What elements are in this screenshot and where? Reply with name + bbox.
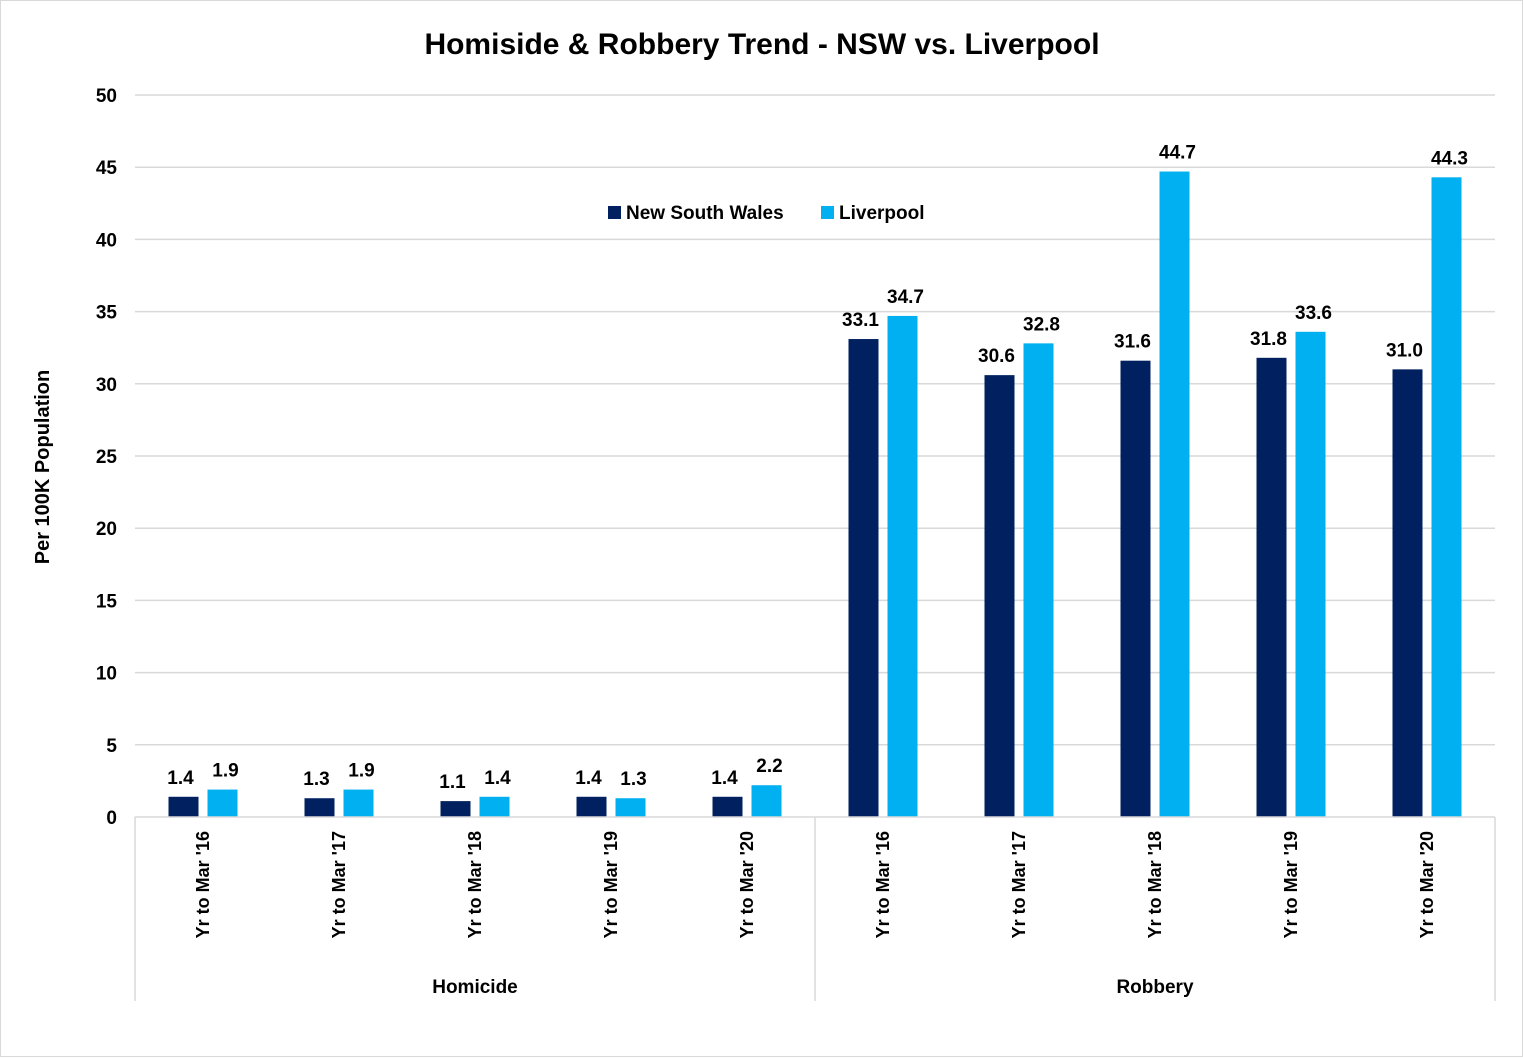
data-label: 1.4: [484, 768, 511, 789]
data-label: 1.3: [303, 769, 329, 790]
data-label: 33.1: [842, 310, 879, 331]
y-tick-label: 45: [96, 158, 118, 179]
bar-liverpool: [1159, 171, 1190, 818]
x-tick-label: Yr to Mar '19: [1281, 831, 1301, 938]
y-tick-label: 20: [96, 519, 117, 540]
bar-nsw: [712, 796, 743, 817]
bar-nsw: [304, 798, 335, 817]
y-tick-label: 50: [96, 86, 117, 107]
legend-label: Liverpool: [839, 203, 925, 224]
x-tick-label: Yr to Mar '18: [465, 831, 485, 938]
y-axis-label: Per 100K Population: [32, 370, 54, 565]
y-axis-ticks: 0 5 10 15 20 25 30 35 40 45 50: [96, 86, 118, 829]
y-tick-label: 25: [96, 447, 118, 468]
data-label: 32.8: [1023, 314, 1060, 335]
y-tick-label: 35: [96, 303, 118, 324]
data-label: 1.3: [620, 769, 646, 790]
bar-liverpool: [1295, 331, 1326, 817]
x-tick-label: Yr to Mar '17: [329, 831, 349, 938]
x-tick-label: Yr to Mar '18: [1145, 831, 1165, 938]
bars: [168, 171, 1462, 818]
bar-liverpool: [479, 796, 510, 817]
data-label: 1.1: [439, 772, 466, 793]
gridlines: [135, 94, 1495, 746]
legend-swatch: [608, 206, 621, 219]
x-tick-label: Yr to Mar '16: [193, 831, 213, 938]
group-label: Homicide: [432, 977, 518, 998]
bar-nsw: [440, 801, 471, 817]
y-tick-label: 0: [106, 808, 117, 829]
chart-title: Homiside & Robbery Trend - NSW vs. Liver…: [424, 28, 1099, 61]
bar-nsw: [1256, 357, 1287, 817]
legend: New South Wales Liverpool: [608, 203, 925, 224]
y-tick-label: 15: [96, 591, 118, 612]
data-label: 1.9: [212, 761, 238, 782]
x-axis: Yr to Mar '16 Yr to Mar '17 Yr to Mar '18 Y…: [134, 816, 1496, 1001]
bar-nsw: [1120, 360, 1151, 817]
data-label: 30.6: [978, 346, 1015, 367]
x-tick-label: Yr to Mar '20: [1417, 831, 1437, 938]
legend-label: New South Wales: [626, 203, 784, 224]
data-label: 1.4: [711, 768, 738, 789]
bar-liverpool: [343, 789, 374, 817]
bar-liverpool: [207, 789, 238, 817]
bar-nsw: [168, 796, 199, 817]
bar-liverpool: [1023, 343, 1054, 817]
group-label: Robbery: [1116, 977, 1194, 998]
data-labels: 1.4 1.9 1.3 1.9 1.1 1.4 1.4 1.3 1.4 2.2 33.1 34.7 30…: [167, 143, 1468, 794]
data-label: 44.3: [1431, 148, 1468, 169]
y-tick-label: 10: [96, 664, 117, 685]
y-tick-label: 40: [96, 230, 117, 251]
bar-liverpool: [751, 785, 782, 817]
data-label: 33.6: [1295, 303, 1332, 324]
x-tick-label: Yr to Mar '20: [737, 831, 757, 938]
x-tick-label: Yr to Mar '17: [1009, 831, 1029, 938]
data-label: 44.7: [1159, 143, 1196, 164]
y-tick-label: 5: [106, 736, 117, 757]
bar-liverpool: [887, 315, 918, 817]
y-tick-label: 30: [96, 375, 117, 396]
data-label: 34.7: [887, 287, 924, 308]
bar-liverpool: [1431, 177, 1462, 818]
data-label: 1.4: [575, 768, 602, 789]
bar-nsw: [848, 339, 879, 817]
bar-nsw: [576, 796, 607, 817]
data-label: 31.0: [1386, 340, 1423, 361]
data-label: 1.4: [167, 768, 194, 789]
bar-nsw: [1392, 369, 1423, 817]
x-tick-label: Yr to Mar '16: [873, 831, 893, 938]
data-label: 1.9: [348, 761, 374, 782]
data-label: 31.6: [1114, 332, 1151, 353]
bar-liverpool: [615, 798, 646, 817]
data-label: 2.2: [756, 756, 782, 777]
data-label: 31.8: [1250, 329, 1287, 350]
x-tick-label: Yr to Mar '19: [601, 831, 621, 938]
legend-swatch: [821, 206, 834, 219]
bar-nsw: [984, 375, 1015, 817]
